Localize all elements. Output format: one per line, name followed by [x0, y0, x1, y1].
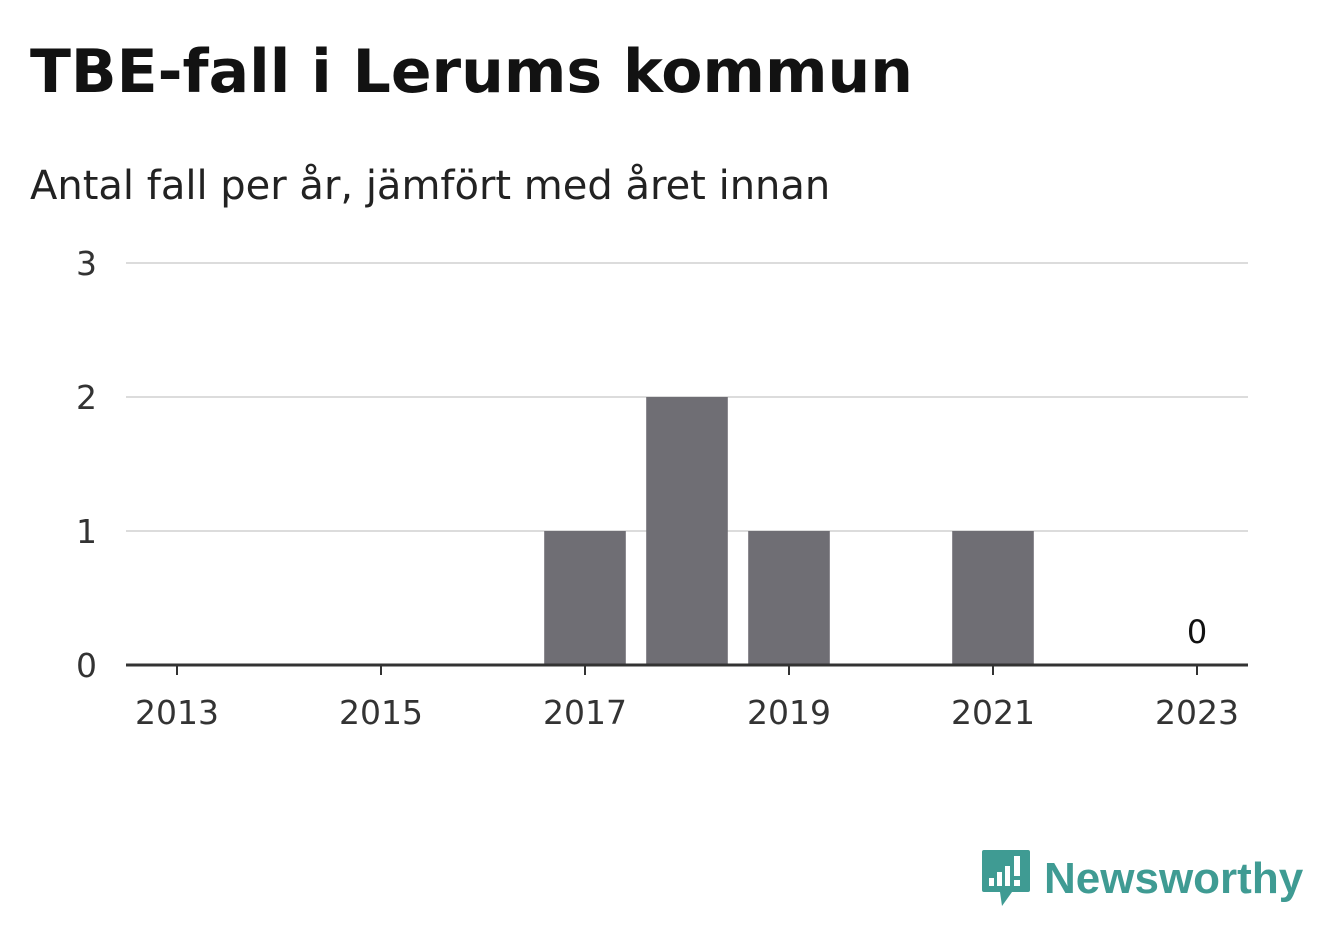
bar-chart: 0 1 2 3 2013 2015 2017 2019 2021 2023 0: [76, 244, 1248, 732]
x-axis: 2013 2015 2017 2019 2021 2023: [126, 663, 1248, 732]
x-tick-label-2013: 2013: [135, 693, 219, 732]
newsworthy-logo: Newsworthy: [980, 848, 1303, 910]
x-tick-label-2019: 2019: [747, 693, 831, 732]
y-tick-label-0: 0: [76, 646, 97, 685]
bar-2021: [952, 531, 1034, 665]
bar-2019: [748, 531, 830, 665]
data-label-2023: 0: [1187, 613, 1207, 651]
x-tick-label-2015: 2015: [339, 693, 423, 732]
x-tick-label-2023: 2023: [1155, 693, 1239, 732]
bar-2018: [646, 397, 728, 665]
y-tick-label-1: 1: [76, 512, 97, 551]
annotations: 0: [1187, 613, 1207, 651]
bar-2017: [544, 531, 626, 665]
bars: [544, 397, 1034, 665]
logo-text: Newsworthy: [1044, 854, 1304, 903]
newsworthy-logo-icon: [982, 850, 1030, 906]
y-axis-labels: 0 1 2 3: [76, 244, 97, 685]
y-tick-label-3: 3: [76, 244, 97, 283]
x-tick-label-2017: 2017: [543, 693, 627, 732]
chart-title: TBE-fall i Lerums kommun: [30, 37, 913, 107]
x-tick-label-2021: 2021: [951, 693, 1035, 732]
chart-subtitle: Antal fall per år, jämfört med året inna…: [30, 163, 831, 209]
y-tick-label-2: 2: [76, 378, 97, 417]
